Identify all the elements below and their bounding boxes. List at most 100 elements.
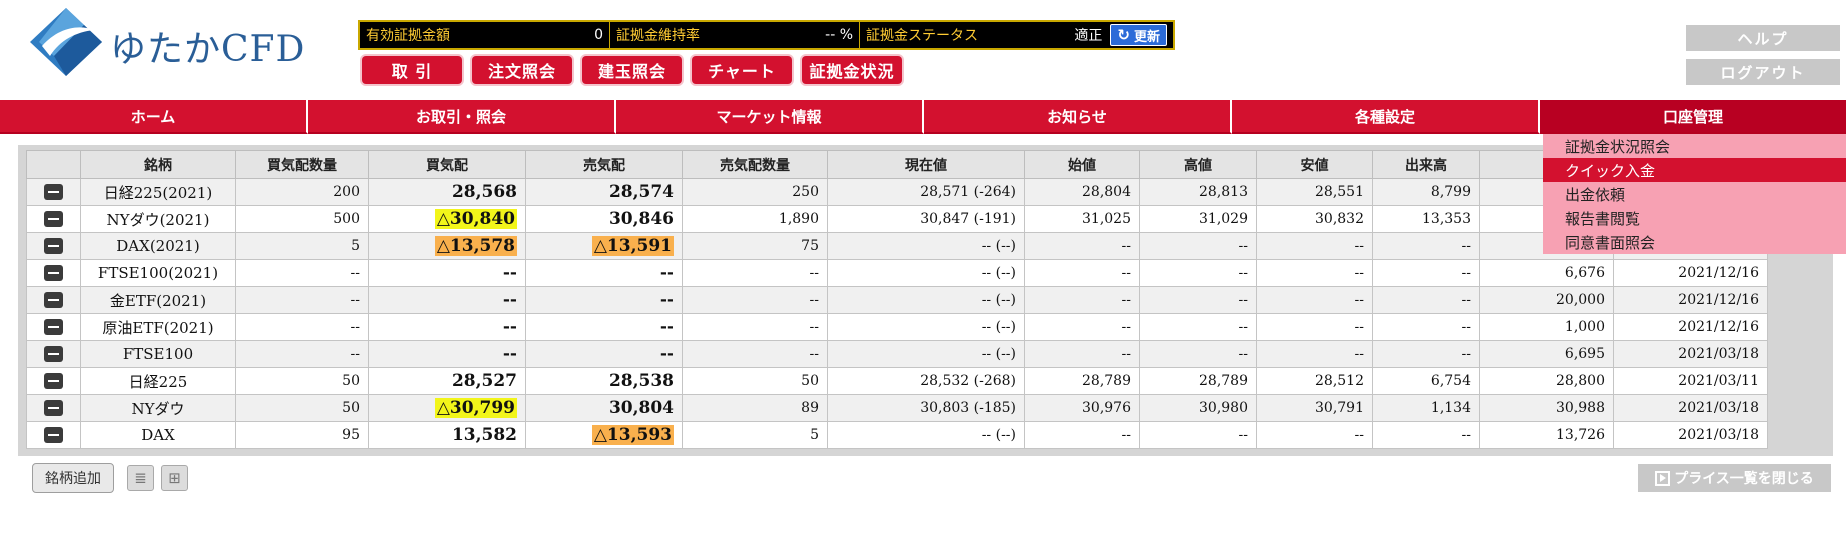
menu-quick-deposit[interactable]: クイック入金 bbox=[1543, 158, 1846, 182]
cell-high: -- bbox=[1139, 421, 1257, 449]
remove-cell bbox=[26, 394, 81, 422]
ask-price[interactable]: 30,846 bbox=[525, 205, 683, 233]
table-row[interactable]: DAX 95 13,582 △13,593 5 -- (--) -- -- -- -- 13,726… bbox=[26, 421, 1768, 449]
account-menu-dropdown: 証拠金状況照会クイック入金出金依頼報告書閲覧同意書面照会 bbox=[1543, 134, 1846, 254]
symbol-name[interactable]: FTSE100(2021) bbox=[80, 259, 236, 287]
symbol-name[interactable]: FTSE100 bbox=[80, 340, 236, 368]
margin-status-button[interactable]: 証拠金状況 bbox=[802, 56, 902, 84]
minus-icon[interactable] bbox=[44, 373, 63, 389]
cell-bidq: 500 bbox=[235, 205, 369, 233]
ask-price-value: 28,538 bbox=[608, 371, 674, 391]
symbol-name[interactable]: 日経225 bbox=[80, 367, 236, 395]
column-header-volume: 出来高 bbox=[1372, 150, 1480, 179]
nav-news[interactable]: お知らせ bbox=[924, 100, 1232, 134]
symbol-name[interactable]: 日経225(2021) bbox=[80, 178, 236, 206]
minus-icon[interactable] bbox=[44, 427, 63, 443]
column-header-bid: 買気配 bbox=[368, 150, 526, 179]
grid-view-icon[interactable]: ⊞ bbox=[161, 465, 188, 491]
nav-account[interactable]: 口座管理 bbox=[1540, 100, 1846, 134]
cell-low: -- bbox=[1256, 286, 1373, 314]
symbol-name[interactable]: NYダウ bbox=[80, 394, 236, 422]
table-row[interactable]: FTSE100 -- -- -- -- -- (--) -- -- -- -- 6,695 2021/… bbox=[26, 340, 1768, 368]
ask-price[interactable]: -- bbox=[525, 340, 683, 368]
cell-vol: -- bbox=[1372, 259, 1480, 287]
effective-margin-cell: 有効証拠金額 0 bbox=[360, 22, 610, 48]
refresh-button[interactable]: ↻ 更新 bbox=[1110, 24, 1167, 46]
menu-agreements[interactable]: 同意書面照会 bbox=[1565, 233, 1656, 252]
nav-trade-inquiry[interactable]: お取引・照会 bbox=[308, 100, 616, 134]
table-row[interactable]: NYダウ(2021) 500 △30,840 30,846 1,890 30,847 (-… bbox=[26, 205, 1768, 233]
cell-last: -- (--) bbox=[827, 313, 1025, 341]
bid-price[interactable]: △30,799 bbox=[368, 394, 526, 422]
symbol-name[interactable]: DAX bbox=[80, 421, 236, 449]
cell-low: -- bbox=[1256, 232, 1373, 260]
bid-price[interactable]: △30,840 bbox=[368, 205, 526, 233]
ask-price[interactable]: -- bbox=[525, 259, 683, 287]
cell-last: -- (--) bbox=[827, 232, 1025, 260]
bid-price[interactable]: -- bbox=[368, 340, 526, 368]
bid-price[interactable]: -- bbox=[368, 259, 526, 287]
bid-price-value: 13,582 bbox=[451, 425, 517, 445]
table-row[interactable]: DAX(2021) 5 △13,578 △13,591 75 -- (--) -- -- -- -… bbox=[26, 232, 1768, 260]
minus-icon[interactable] bbox=[44, 319, 63, 335]
symbol-name[interactable]: 金ETF(2021) bbox=[80, 286, 236, 314]
cell-high: 28,789 bbox=[1139, 367, 1257, 395]
remove-cell bbox=[26, 313, 81, 341]
add-symbol-button[interactable]: 銘柄追加 bbox=[32, 463, 114, 493]
table-row[interactable]: FTSE100(2021) -- -- -- -- -- (--) -- -- -- -- 6,67… bbox=[26, 259, 1768, 287]
nav-settings[interactable]: 各種設定 bbox=[1232, 100, 1540, 134]
bid-price[interactable]: △13,578 bbox=[368, 232, 526, 260]
order-inquiry-button[interactable]: 注文照会 bbox=[472, 56, 572, 84]
bid-price[interactable]: -- bbox=[368, 313, 526, 341]
minus-icon[interactable] bbox=[44, 211, 63, 227]
menu-reports[interactable]: 報告書閲覧 bbox=[1565, 209, 1641, 228]
menu-margin-status[interactable]: 証拠金状況照会 bbox=[1565, 137, 1671, 156]
help-button[interactable]: ヘルプ bbox=[1686, 25, 1840, 51]
position-inquiry-button[interactable]: 建玉照会 bbox=[582, 56, 682, 84]
ask-price[interactable]: △13,591 bbox=[525, 232, 683, 260]
bid-price[interactable]: 28,568 bbox=[368, 178, 526, 206]
ask-price[interactable]: 28,574 bbox=[525, 178, 683, 206]
nav-market-info[interactable]: マーケット情報 bbox=[616, 100, 924, 134]
menu-withdrawal[interactable]: 出金依頼 bbox=[1565, 185, 1626, 204]
minus-icon[interactable] bbox=[44, 265, 63, 281]
cell-askq: 1,890 bbox=[682, 205, 828, 233]
close-price-list-button[interactable]: プライス一覧を閉じる bbox=[1638, 464, 1831, 492]
trade-button[interactable]: 取 引 bbox=[362, 56, 462, 84]
chart-button[interactable]: チャート bbox=[692, 56, 792, 84]
minus-icon[interactable] bbox=[44, 292, 63, 308]
bid-price[interactable]: 28,527 bbox=[368, 367, 526, 395]
symbol-name[interactable]: DAX(2021) bbox=[80, 232, 236, 260]
minus-icon[interactable] bbox=[44, 238, 63, 254]
cell-date: 2021/12/16 bbox=[1613, 286, 1768, 314]
remove-cell bbox=[26, 232, 81, 260]
table-row[interactable]: 日経225 50 28,527 28,538 50 28,532 (-268) 28,789… bbox=[26, 367, 1768, 395]
minus-icon[interactable] bbox=[44, 346, 63, 362]
ask-price[interactable]: 28,538 bbox=[525, 367, 683, 395]
cell-bidq: -- bbox=[235, 286, 369, 314]
refresh-label: 更新 bbox=[1133, 29, 1160, 45]
bid-price[interactable]: -- bbox=[368, 286, 526, 314]
minus-icon[interactable] bbox=[44, 184, 63, 200]
logout-button[interactable]: ログアウト bbox=[1686, 59, 1840, 85]
ask-price[interactable]: -- bbox=[525, 286, 683, 314]
ask-price[interactable]: 30,804 bbox=[525, 394, 683, 422]
column-header-open: 始値 bbox=[1024, 150, 1140, 179]
minus-icon[interactable] bbox=[44, 400, 63, 416]
remove-cell bbox=[26, 340, 81, 368]
table-row[interactable]: 原油ETF(2021) -- -- -- -- -- (--) -- -- -- -- 1,000 2… bbox=[26, 313, 1768, 341]
table-row[interactable]: 金ETF(2021) -- -- -- -- -- (--) -- -- -- -- 20,000 2… bbox=[26, 286, 1768, 314]
cell-vol: -- bbox=[1372, 286, 1480, 314]
bid-price[interactable]: 13,582 bbox=[368, 421, 526, 449]
table-row[interactable]: 日経225(2021) 200 28,568 28,574 250 28,571 (-26… bbox=[26, 178, 1768, 206]
ask-price[interactable]: △13,593 bbox=[525, 421, 683, 449]
table-row[interactable]: NYダウ 50 △30,799 30,804 89 30,803 (-185) 30,976… bbox=[26, 394, 1768, 422]
effective-margin-value: 0 bbox=[594, 27, 603, 43]
cell-askq: 250 bbox=[682, 178, 828, 206]
ask-price-value: -- bbox=[659, 290, 674, 310]
nav-home[interactable]: ホーム bbox=[0, 100, 308, 134]
symbol-name[interactable]: NYダウ(2021) bbox=[80, 205, 236, 233]
symbol-name[interactable]: 原油ETF(2021) bbox=[80, 313, 236, 341]
ask-price[interactable]: -- bbox=[525, 313, 683, 341]
list-view-icon[interactable]: ≣ bbox=[127, 465, 154, 491]
